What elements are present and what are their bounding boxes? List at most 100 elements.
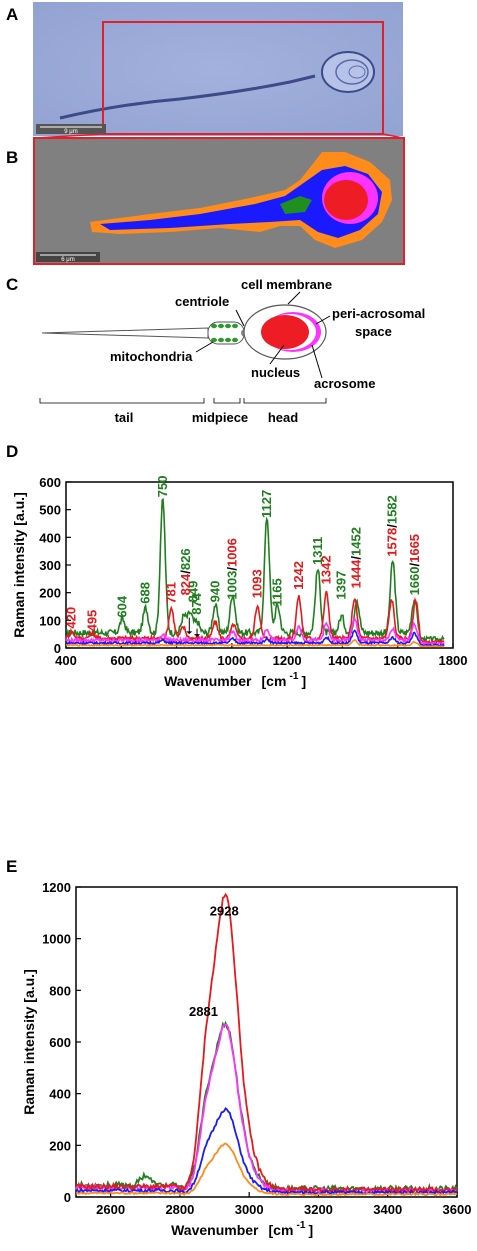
spectrum-line-orange (75, 1142, 458, 1197)
y-tick-label: 500 (39, 503, 61, 518)
peak-label-slash: / (348, 556, 363, 560)
x-tick-label: 2600 (96, 1202, 125, 1217)
scalebar-b (36, 252, 100, 262)
peak-label-pair: 1578/1582 (385, 495, 400, 556)
sperm-tail (59, 74, 316, 120)
bracket-tail (39, 398, 205, 404)
arrow (269, 344, 285, 365)
peak-label: 874 (189, 592, 204, 614)
y-tick-label: 400 (39, 530, 61, 545)
peak-label-slash: / (385, 524, 400, 528)
peak-label-pair: 1660/1665 (407, 534, 422, 595)
x-tick-label: 1000 (217, 653, 246, 668)
peak-label-slash: / (407, 563, 422, 567)
raman-chart-ch-stretch: 2600 2800 3000 3200 3400 3600 0 200 400 600 800 100… (21, 880, 471, 1238)
peak-label: 1397 (334, 571, 349, 600)
y-axis-label: Raman intensity [a.u.] (11, 492, 27, 637)
peak-label: 940 (207, 581, 222, 603)
label-midpiece: midpiece (192, 410, 248, 425)
peak-label: 1311 (310, 537, 325, 565)
region-of-interest (102, 21, 384, 135)
spectrum-line-blue (65, 629, 445, 647)
x-tick-label: 2800 (165, 1202, 194, 1217)
y-tick-label: 600 (49, 1035, 71, 1050)
peak-arrow-head (194, 634, 201, 637)
x-tick-label: 1800 (439, 653, 468, 668)
y-tick-label: 600 (39, 475, 61, 490)
y-tick-label: 200 (49, 1138, 71, 1153)
x-tick-label: 800 (166, 653, 188, 668)
arrow (311, 344, 323, 379)
label-mitochondria: mitochondria (110, 349, 193, 364)
peak-label-slash: / (225, 567, 240, 571)
mito-dot (211, 323, 217, 329)
mitochondria-dots (211, 323, 238, 343)
y-tick-label: 200 (39, 586, 61, 601)
peak-label-part: 1578 (385, 528, 400, 557)
mito-dot (225, 323, 231, 329)
mito-dot (218, 337, 224, 343)
peak-label: 1342 (318, 555, 333, 584)
panel-c-letter: C (6, 275, 18, 294)
peak-label-part: 1452 (348, 527, 363, 556)
plot-frame (75, 886, 458, 1198)
panel-d: D 400 600 800 1000 1200 1400 1600 1800 0 100 200 30… (6, 442, 467, 689)
peak-label-part: 1003 (225, 571, 240, 600)
x-tick-label: 3600 (443, 1202, 472, 1217)
y-tick-label: 0 (54, 641, 61, 656)
label-centriole: centriole (175, 294, 229, 309)
peak-label-slash: / (178, 570, 193, 574)
x-tick-label: 600 (110, 653, 132, 668)
map-green-region (280, 196, 312, 214)
peak-label-pair: 1003/1006 (225, 538, 240, 599)
mito-dot (232, 323, 238, 329)
label-periacrosomal-1: peri-acrosomal (332, 306, 425, 321)
panel-c: C cell membrane centriole peri-acrosomal… (6, 275, 425, 425)
x-tick-label: 400 (55, 653, 77, 668)
peak-arrow-head (186, 631, 193, 635)
y-tick-label: 400 (49, 1087, 71, 1102)
sperm-head-core (348, 65, 366, 79)
panel-e: E 2600 2800 3000 3200 3400 3600 0 200 400 600 800 1… (6, 857, 471, 1238)
spectrum-line-magenta (75, 1024, 458, 1195)
x-axis-unit-sup: -1 (297, 1220, 306, 1231)
scalebar-a-label: 9 μm (64, 129, 77, 135)
panel-a: A 9 μm (6, 2, 403, 136)
region-brackets (39, 398, 327, 404)
arrow (195, 341, 214, 353)
peak-label: 604 (114, 595, 129, 617)
label-tail: tail (115, 410, 134, 425)
peak-label: 750 (155, 476, 170, 498)
label-acrosome: acrosome (314, 376, 375, 391)
mito-dot (218, 323, 224, 329)
x-axis-unit-close: ] (309, 1222, 314, 1238)
peak-label: 2881 (189, 1004, 218, 1019)
mito-dot (232, 337, 238, 343)
peak-label-part: 826 (178, 548, 193, 570)
tail-schematic (41, 327, 209, 339)
arrow (235, 309, 245, 327)
y-tick-label: 1000 (42, 932, 71, 947)
y-tick-label: 1200 (42, 880, 71, 895)
x-axis-label: Wavenumber (164, 673, 252, 689)
sperm-head (321, 51, 375, 93)
peak-label-pair: 824/826 (178, 548, 193, 595)
schematic-arrows (195, 291, 331, 379)
spectrum-line-blue (75, 1107, 458, 1196)
peak-label-part: 1582 (385, 495, 400, 524)
spectrum-line-orange (65, 639, 445, 648)
scalebar-a (36, 124, 106, 134)
panel-d-letter: D (6, 442, 18, 461)
peak-label: 1242 (291, 561, 306, 590)
scalebar-b-label: 6 μm (61, 257, 74, 263)
spectrum-line-green (65, 497, 445, 643)
y-tick-label: 300 (39, 558, 61, 573)
peak-label-part: 1665 (407, 534, 422, 563)
x-tick-label: 3400 (373, 1202, 402, 1217)
x-tick-label: 1200 (273, 653, 302, 668)
peak-label-part: 1444 (348, 559, 363, 589)
y-tick-label: 0 (64, 1190, 71, 1205)
y-tick-label: 800 (49, 983, 71, 998)
peak-label: 2928 (210, 903, 239, 918)
